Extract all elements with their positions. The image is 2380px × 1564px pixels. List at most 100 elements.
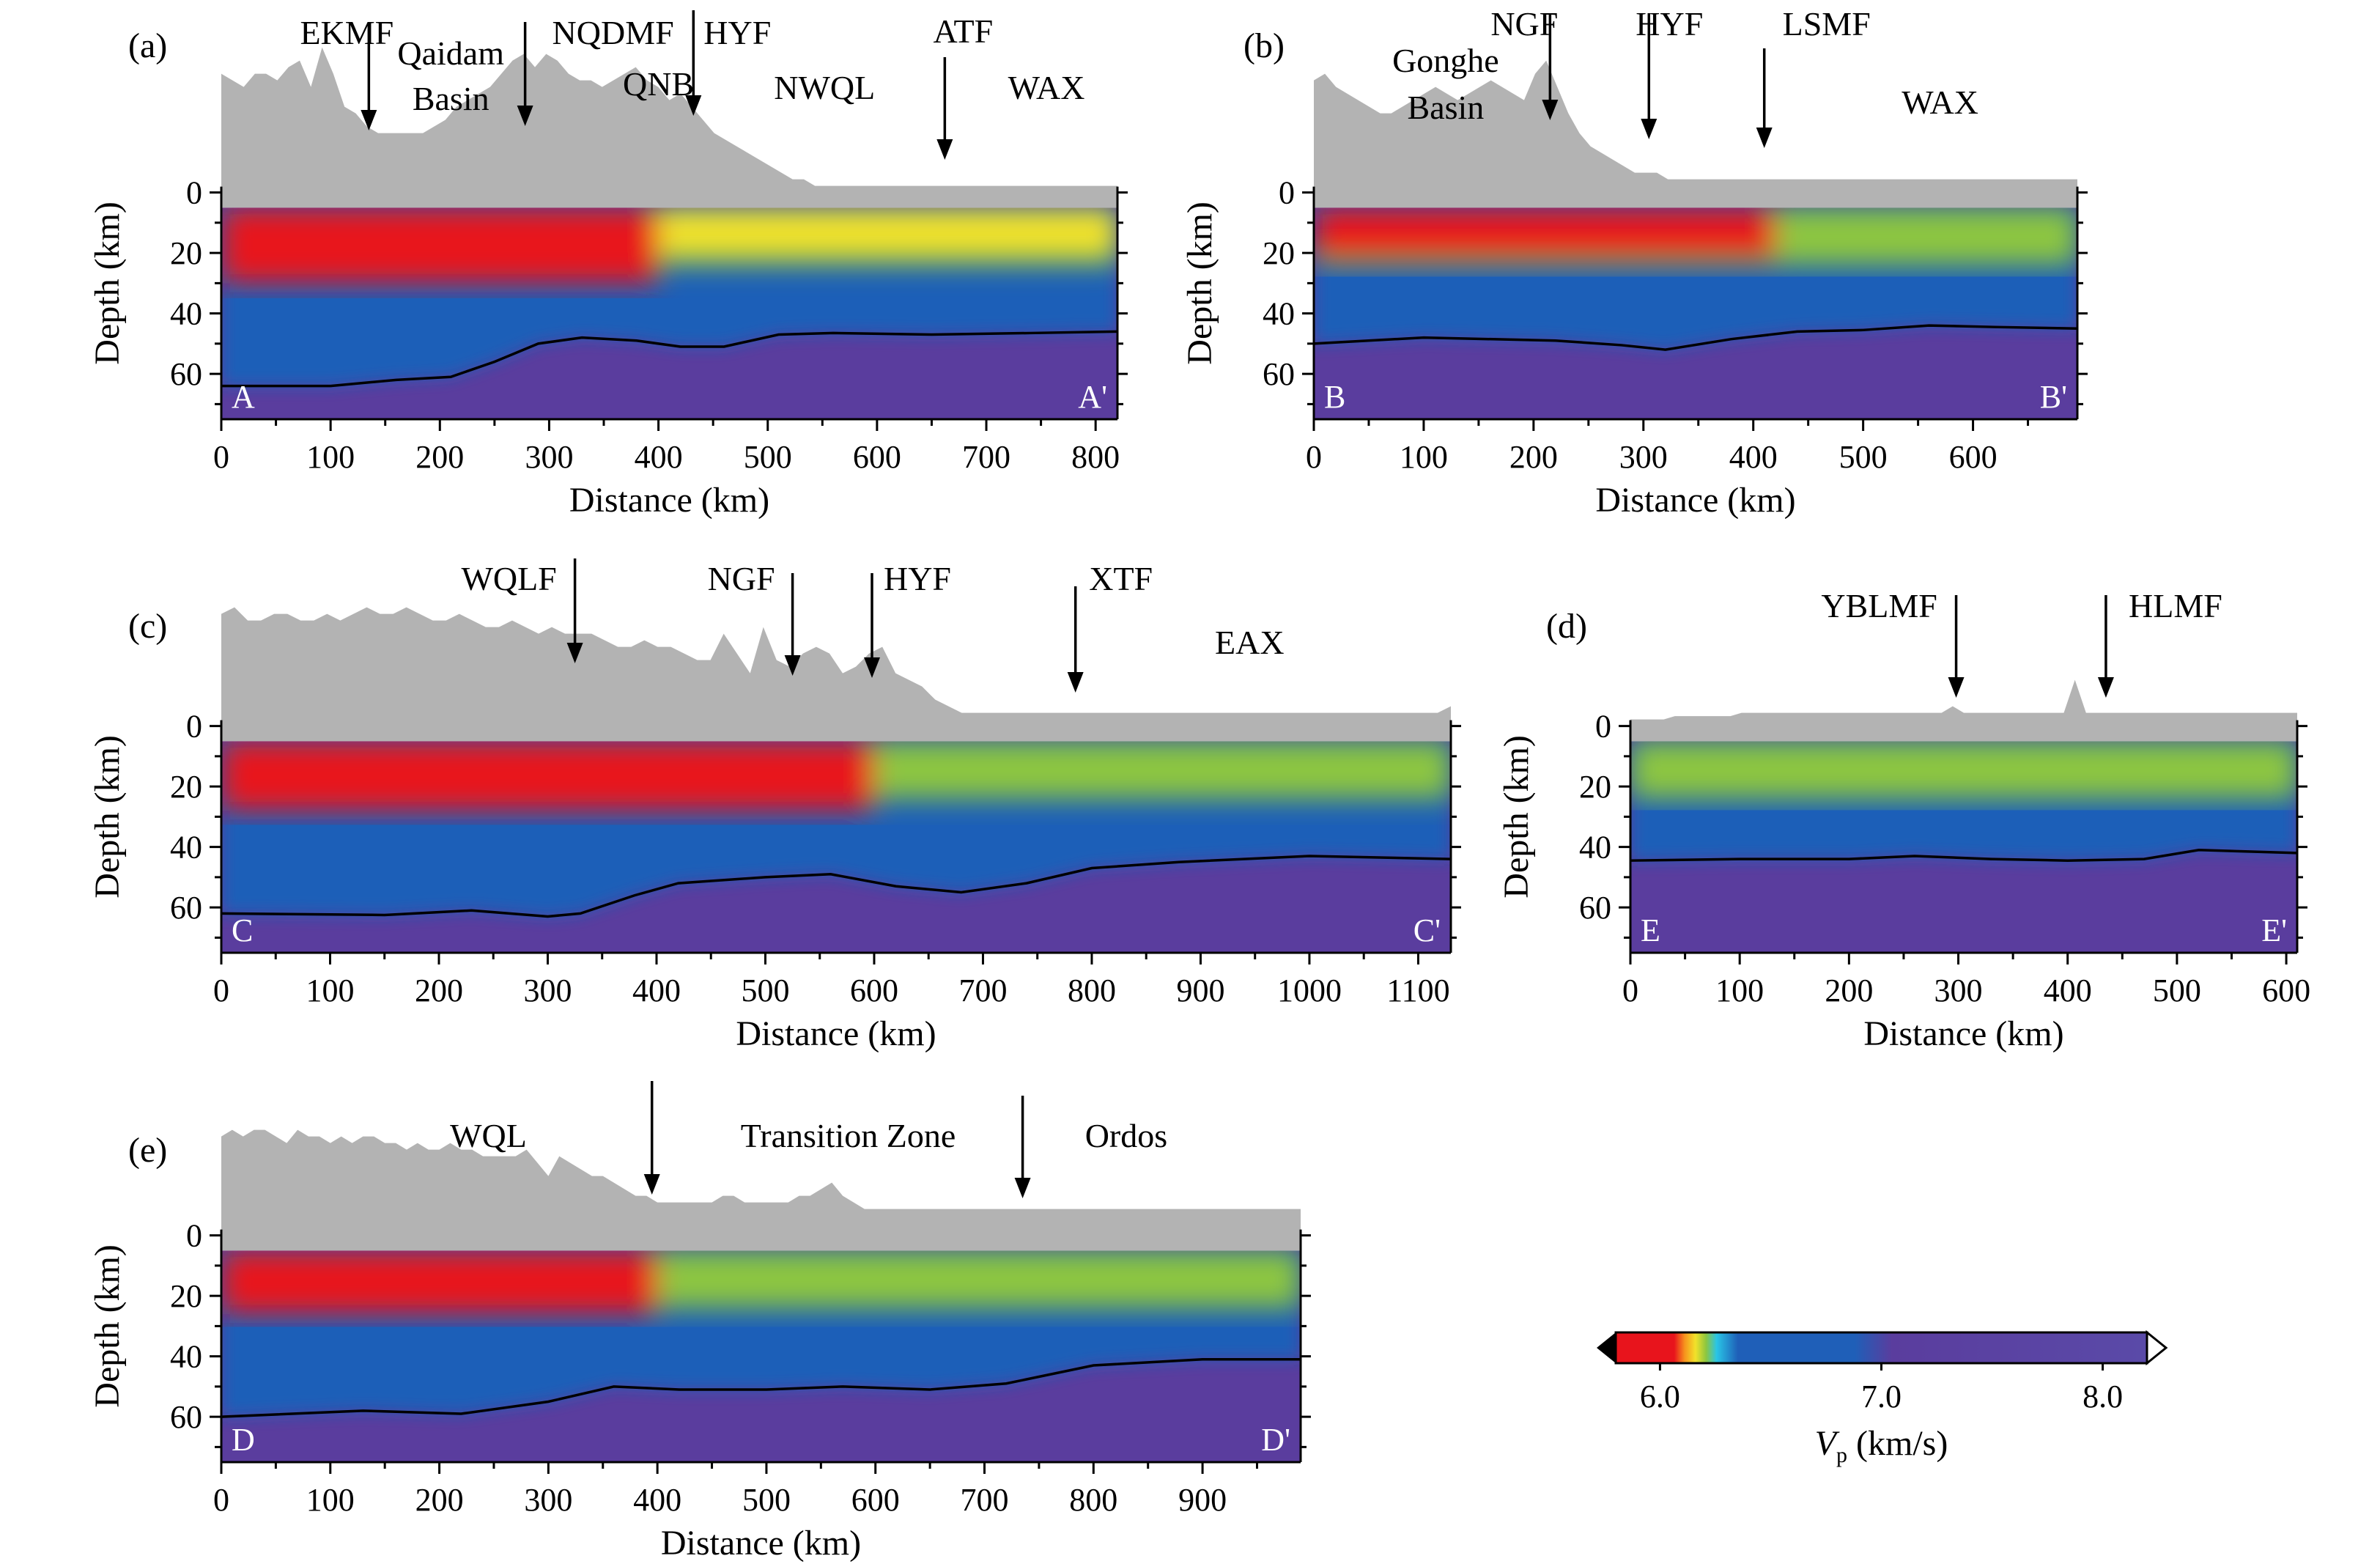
y-tick-label: 40	[170, 830, 202, 866]
annotation-label: NGF	[1490, 5, 1558, 43]
x-tick-label: 100	[306, 439, 355, 475]
y-tick-label: 0	[1279, 175, 1295, 211]
annotation-label: NWQL	[774, 69, 875, 106]
profile-end-label: D'	[1261, 1422, 1290, 1458]
x-tick-label: 200	[415, 439, 464, 475]
profile-start-label: A	[232, 379, 255, 415]
x-tick-label: 0	[213, 439, 229, 475]
profile-start-label: C	[232, 912, 253, 948]
x-tick-label: 100	[1400, 439, 1448, 475]
x-tick-label: 500	[1839, 439, 1888, 475]
topography-profile	[221, 47, 1117, 208]
annotation-label: WAX	[1008, 69, 1085, 106]
panel-label: (d)	[1546, 607, 1587, 646]
x-tick-label: 0	[1306, 439, 1322, 475]
x-axis-label: Distance (km)	[661, 1524, 861, 1563]
y-tick-label: 60	[1579, 890, 1611, 926]
annotation-label: NGF	[708, 560, 775, 597]
x-tick-label: 200	[1509, 439, 1558, 475]
panel-e: 0 100 200 300 400 500 600 700 800 900 0 20 40 60 Dista…	[88, 1081, 1311, 1563]
topography-profile	[221, 1129, 1301, 1251]
x-tick-label: 600	[2262, 973, 2310, 1008]
x-tick-label: 200	[415, 973, 463, 1008]
velocity-model-a	[221, 207, 1117, 419]
x-tick-label: 100	[306, 973, 354, 1008]
y-tick-label: 40	[1579, 830, 1611, 866]
panel-b: 0 100 200 300 400 500 600 0 20 40 60 Distance (km) D…	[1180, 5, 2088, 520]
x-tick-label: 200	[415, 1482, 464, 1518]
y-axis-label: Depth (km)	[88, 1244, 127, 1408]
x-tick-label: 400	[633, 1482, 681, 1518]
annotation-label: HLMF	[2129, 587, 2222, 624]
colorbar-tick-label: 7.0	[1861, 1379, 1902, 1414]
x-tick-label: 900	[1178, 1482, 1227, 1518]
annotation-label: NQDMF	[552, 14, 674, 51]
annotation-label: YBLMF	[1821, 587, 1937, 624]
y-tick-label: 20	[1579, 769, 1611, 805]
y-tick-label: 0	[1595, 709, 1611, 745]
x-tick-label: 800	[1069, 1482, 1117, 1518]
panel-a: 0 100 200 300 400 500 600 700 800 0 20 40 60 Distance…	[88, 10, 1128, 520]
velocity-anomaly	[221, 741, 874, 811]
panel-label: (e)	[128, 1131, 167, 1170]
annotation-label: ATF	[933, 12, 993, 50]
moho-line	[221, 1358, 1301, 1418]
x-axis-label: Distance (km)	[1595, 481, 1795, 520]
annotation-label: EKMF	[300, 14, 393, 51]
x-tick-label: 200	[1825, 973, 1873, 1008]
velocity-anomaly	[1314, 207, 1775, 259]
y-tick-label: 60	[170, 890, 202, 926]
profile-end-label: E'	[2261, 912, 2287, 948]
topography-profile	[1314, 60, 2077, 208]
profile-start-label: B	[1324, 379, 1345, 415]
x-tick-label: 400	[632, 973, 681, 1008]
panels: 0 100 200 300 400 500 600 700 8000204060Distance…	[88, 5, 2310, 1563]
annotation-label: Gonghe	[1392, 42, 1499, 79]
velocity-model-c	[221, 741, 1451, 953]
annotation-label: HYF	[703, 14, 771, 51]
fault-arrow-head	[1542, 100, 1559, 120]
panel-d: 0 100 200 300 400 500 600 0 20 40 60 Distance (km) D…	[1497, 587, 2310, 1053]
panel-c: 0 100 200 300 400 500 600 700 800 900 1000 1100 0 20 4…	[88, 558, 1461, 1053]
velocity-model-e	[221, 1250, 1301, 1462]
x-tick-label: 400	[635, 439, 683, 475]
panel-label: (c)	[128, 607, 167, 646]
x-tick-label: 300	[523, 973, 572, 1008]
y-tick-label: 60	[1263, 356, 1295, 392]
x-tick-label: 800	[1071, 439, 1120, 475]
fault-arrow-head	[784, 655, 801, 676]
panel-label: (b)	[1243, 26, 1285, 65]
colorbar-tick-label: 8.0	[2082, 1379, 2123, 1414]
topography-profile	[1630, 679, 2297, 742]
y-tick-label: 40	[1263, 296, 1295, 332]
velocity-anomaly	[1630, 741, 2297, 787]
velocity-anomaly	[221, 1250, 658, 1314]
x-tick-label: 600	[850, 973, 898, 1008]
y-tick-label: 60	[170, 1399, 202, 1435]
colorbar-low-triangle	[1597, 1332, 1616, 1363]
y-tick-label: 0	[186, 709, 202, 745]
x-axis-label: Distance (km)	[1863, 1014, 2063, 1053]
x-tick-label: 300	[524, 1482, 572, 1518]
fault-arrow-head	[1641, 119, 1658, 139]
y-tick-label: 0	[186, 175, 202, 211]
y-tick-label: 20	[170, 769, 202, 805]
x-tick-label: 400	[2044, 973, 2092, 1008]
velocity-anomaly	[221, 207, 659, 284]
annotation-label: HYF	[884, 560, 951, 597]
x-tick-label: 300	[525, 439, 573, 475]
x-tick-label: 100	[1715, 973, 1764, 1008]
fault-arrow-head	[2097, 677, 2114, 698]
x-tick-label: 700	[958, 973, 1007, 1008]
annotation-label: Qaidam	[397, 34, 504, 72]
annotation-label: EAX	[1215, 624, 1285, 661]
y-tick-label: 60	[170, 356, 202, 392]
x-tick-label: 0	[213, 1482, 229, 1518]
x-tick-label: 0	[1622, 973, 1638, 1008]
annotation-label: Basin	[1408, 89, 1485, 126]
x-tick-label: 700	[962, 439, 1010, 475]
annotation-label: Ordos	[1085, 1117, 1167, 1154]
y-tick-label: 20	[170, 235, 202, 271]
fault-arrow-head	[1067, 672, 1084, 693]
